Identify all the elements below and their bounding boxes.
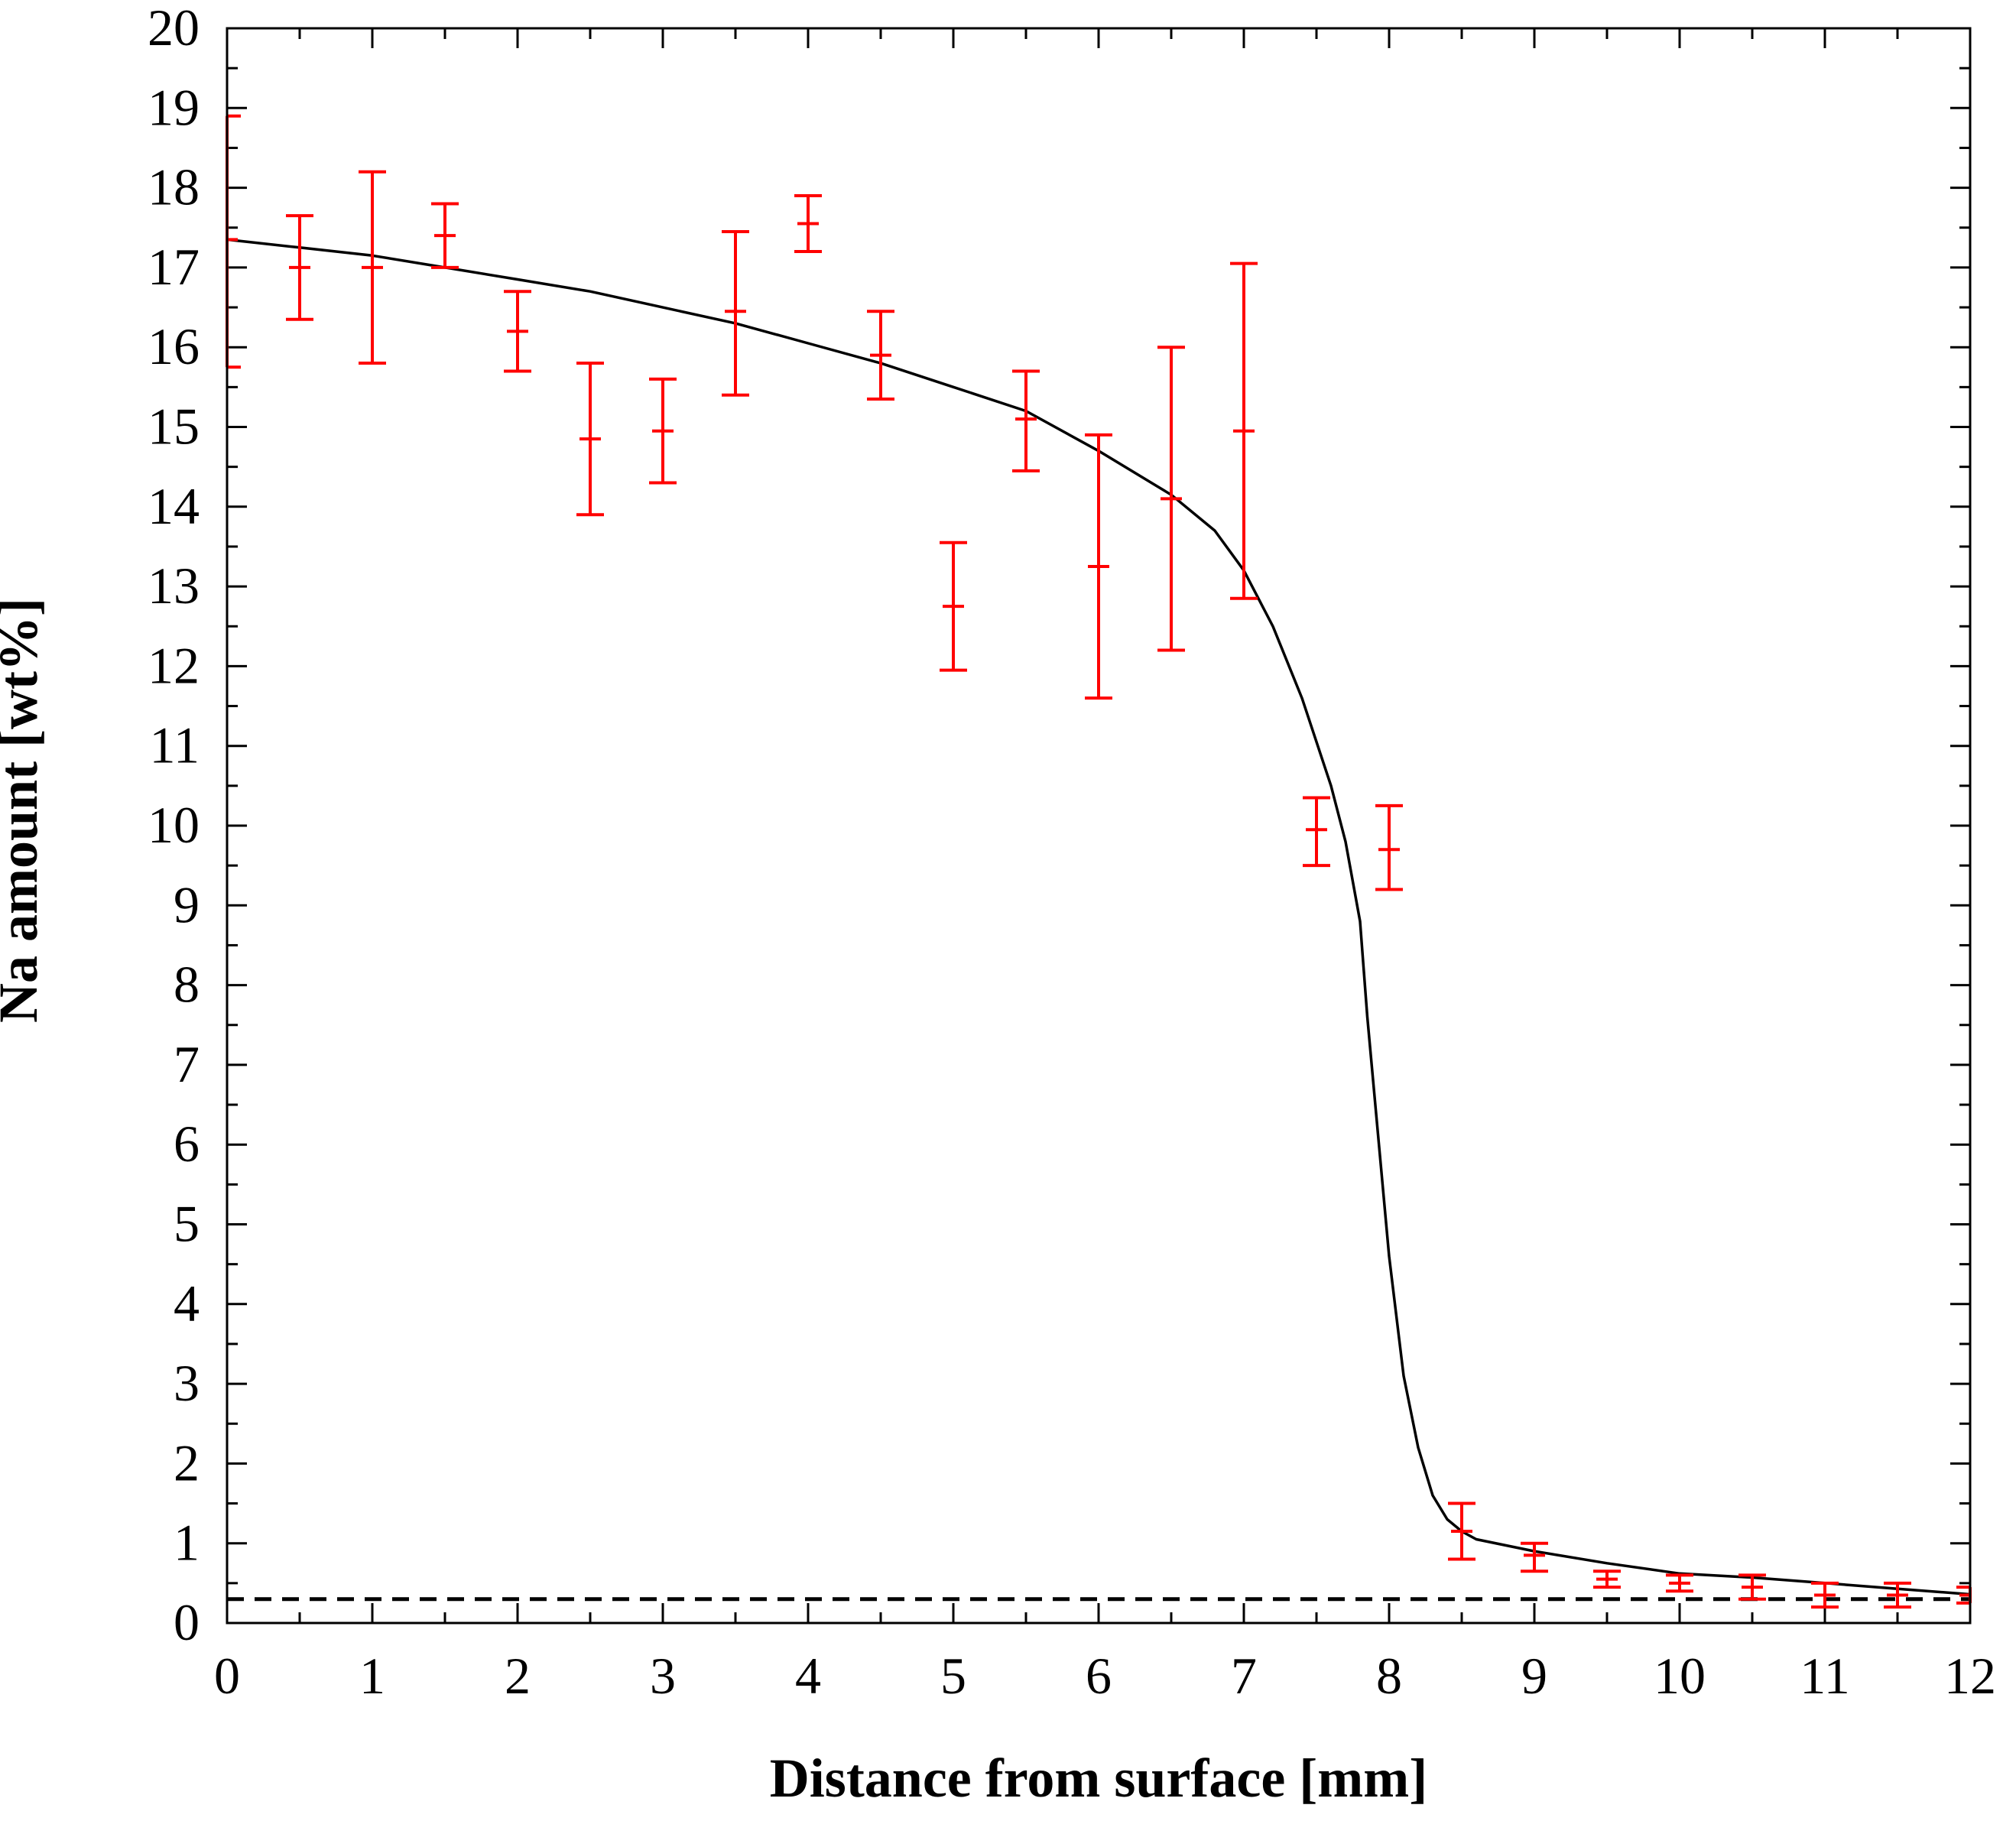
y-axis-title: Na amount [wt%] (0, 598, 49, 1023)
y-tick-label: 8 (174, 956, 200, 1014)
x-tick-label: 11 (1800, 1647, 1849, 1705)
errorbar-point (649, 377, 677, 485)
y-tick-label: 15 (148, 398, 200, 456)
errorbar-point (1593, 1569, 1621, 1589)
errorbar-point (1448, 1501, 1475, 1561)
y-tick-label: 7 (174, 1035, 200, 1093)
errorbar-point (722, 229, 749, 397)
x-tick-label: 12 (1944, 1647, 1996, 1705)
errorbar-point (1012, 369, 1040, 472)
x-tick-label: 2 (505, 1647, 531, 1705)
errorbar-point (1884, 1581, 1911, 1609)
y-tick-label: 0 (174, 1593, 200, 1651)
x-tick-label: 3 (650, 1647, 676, 1705)
x-tick-label: 7 (1231, 1647, 1257, 1705)
errorbar-point (431, 202, 459, 269)
y-tick-label: 3 (174, 1354, 200, 1412)
y-tick-label: 9 (174, 875, 200, 933)
errorbar-point (794, 194, 822, 254)
y-tick-label: 19 (148, 78, 200, 136)
y-tick-label: 14 (148, 477, 200, 535)
x-axis-title: Distance from surface [mm] (770, 1748, 1427, 1809)
x-tick-label: 5 (940, 1647, 966, 1705)
errorbar-point (867, 310, 894, 401)
errorbar-point (286, 214, 313, 321)
errorbar-point (1738, 1573, 1766, 1601)
y-tick-label: 4 (174, 1274, 200, 1333)
errorbar-group (226, 114, 1972, 1609)
errorbar-point (1085, 433, 1112, 700)
y-tick-label: 20 (148, 0, 200, 57)
x-tick-label: 10 (1654, 1647, 1706, 1705)
x-tick-label: 0 (214, 1647, 240, 1705)
errorbar-point (1230, 261, 1258, 600)
y-tick-label: 2 (174, 1433, 200, 1492)
errorbar-point (1375, 803, 1403, 891)
y-tick-label: 18 (148, 158, 200, 216)
errorbar-point (1157, 346, 1185, 652)
errorbar-point (940, 540, 967, 672)
y-tick-label: 16 (148, 317, 200, 375)
errorbar-point (1666, 1573, 1693, 1593)
x-tick-label: 4 (795, 1647, 821, 1705)
x-tick-label: 6 (1086, 1647, 1112, 1705)
errorbar-point (1811, 1581, 1839, 1609)
errorbar-point (1303, 796, 1330, 868)
errorbar-point (504, 290, 531, 373)
y-tick-label: 5 (174, 1195, 200, 1253)
y-tick-label: 1 (174, 1514, 200, 1572)
errorbar-point (1521, 1541, 1548, 1573)
y-tick-label: 17 (148, 238, 200, 296)
x-tick-label: 1 (359, 1647, 385, 1705)
errorbar-point (576, 362, 604, 517)
y-tick-label: 10 (148, 796, 200, 854)
x-tick-label: 8 (1376, 1647, 1402, 1705)
y-tick-label: 13 (148, 557, 200, 615)
x-tick-label: 9 (1521, 1647, 1547, 1705)
y-tick-label: 11 (150, 716, 200, 774)
y-tick-label: 12 (148, 636, 200, 694)
errorbar-point (359, 170, 386, 365)
y-tick-label: 6 (174, 1115, 200, 1173)
plot-frame (226, 27, 1972, 1625)
